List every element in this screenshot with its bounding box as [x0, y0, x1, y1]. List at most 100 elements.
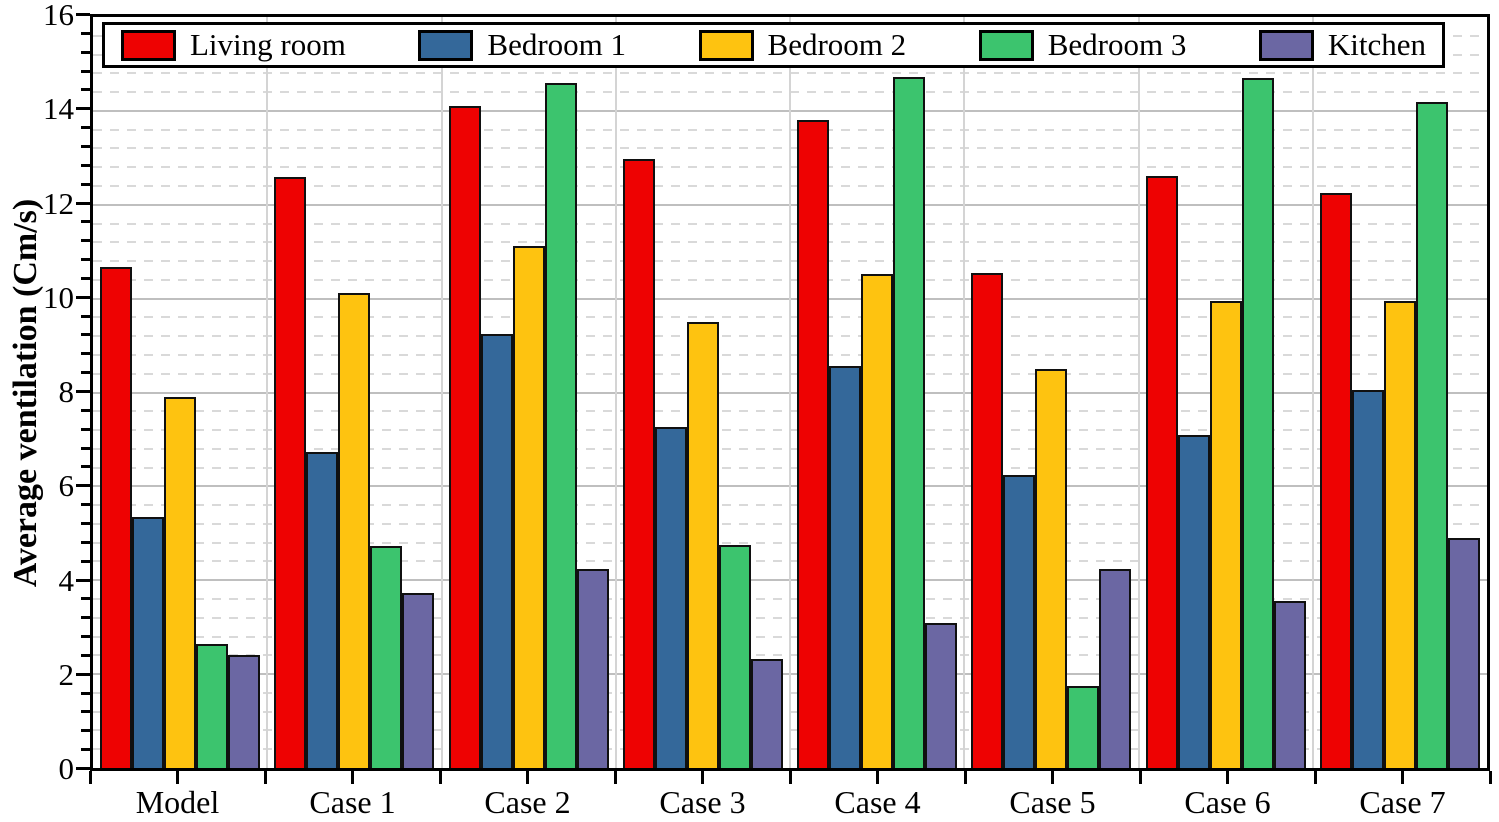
- bar-bedroom-3: [544, 82, 577, 768]
- y-tick-label: 16: [43, 0, 74, 32]
- y-tick-label: 14: [43, 91, 74, 127]
- x-major-tick: [351, 771, 354, 784]
- bar-bedroom-2: [1383, 300, 1416, 768]
- legend-swatch-icon: [978, 29, 1034, 61]
- bar-bedroom-3: [1067, 685, 1100, 768]
- y-minor-tick: [81, 465, 90, 469]
- bar-living-room: [797, 120, 830, 768]
- y-minor-tick: [81, 182, 90, 186]
- x-major-tick: [526, 771, 529, 784]
- x-tick-label: Case 4: [834, 784, 921, 820]
- legend-item: Living room: [121, 27, 346, 63]
- bar-group-case-5: [964, 17, 1138, 768]
- bar-group-case-7: [1313, 17, 1487, 768]
- y-minor-tick: [81, 427, 90, 431]
- group-boundary-gridline: [614, 17, 617, 768]
- y-minor-tick: [81, 597, 90, 601]
- y-minor-tick: [81, 352, 90, 356]
- bar-bedroom-2: [512, 245, 545, 768]
- y-major-tick: [76, 767, 90, 770]
- y-minor-tick: [81, 333, 90, 337]
- legend-swatch-icon: [698, 29, 754, 61]
- bar-group-model: [93, 17, 267, 768]
- x-boundary-tick: [263, 771, 267, 784]
- bar-bedroom-2: [164, 397, 197, 768]
- bar-group-case-2: [442, 17, 616, 768]
- x-major-tick: [701, 771, 704, 784]
- legend-swatch-icon: [418, 29, 474, 61]
- y-minor-tick: [81, 258, 90, 262]
- legend-item: Kitchen: [1258, 27, 1426, 63]
- y-tick-label: 10: [43, 279, 74, 315]
- x-tick-label: Case 3: [659, 784, 746, 820]
- y-minor-tick: [81, 748, 90, 752]
- bar-group-case-4: [790, 17, 964, 768]
- y-tick-label: 6: [58, 468, 75, 504]
- x-tick-label: Case 5: [1009, 784, 1096, 820]
- bar-bedroom-1: [829, 365, 862, 768]
- bar-bedroom-1: [1003, 474, 1036, 768]
- bar-bedroom-3: [370, 546, 403, 768]
- bar-kitchen: [925, 622, 958, 768]
- bar-bedroom-1: [132, 516, 165, 768]
- bar-bedroom-2: [861, 274, 894, 768]
- y-minor-tick: [81, 691, 90, 695]
- y-minor-tick: [81, 371, 90, 375]
- y-minor-tick: [81, 239, 90, 243]
- x-boundary-tick: [963, 771, 967, 784]
- y-minor-tick: [81, 163, 90, 167]
- bar-living-room: [1319, 193, 1352, 768]
- y-minor-tick: [81, 276, 90, 280]
- bar-bedroom-3: [1241, 78, 1274, 768]
- bar-bedroom-2: [1035, 369, 1068, 768]
- y-minor-tick: [81, 408, 90, 412]
- y-minor-tick: [81, 314, 90, 318]
- y-major-tick: [76, 484, 90, 488]
- legend-swatch-icon: [1258, 29, 1314, 61]
- y-minor-tick: [81, 559, 90, 563]
- legend-label: Living room: [190, 27, 346, 62]
- y-tick-label: 8: [58, 374, 75, 409]
- group-boundary-gridline: [963, 17, 966, 768]
- y-minor-tick: [81, 503, 90, 507]
- group-boundary-gridline: [1137, 17, 1140, 768]
- bar-bedroom-3: [1415, 101, 1448, 768]
- x-boundary-tick: [1488, 771, 1492, 784]
- bar-kitchen: [750, 658, 783, 768]
- x-major-tick: [876, 771, 879, 784]
- y-major-tick: [76, 578, 90, 582]
- bar-bedroom-1: [480, 333, 513, 768]
- y-major-tick: [76, 295, 90, 299]
- x-tick-label: Case 7: [1359, 784, 1446, 820]
- bar-living-room: [1145, 175, 1178, 768]
- x-boundary-tick: [1313, 771, 1317, 784]
- y-minor-tick: [81, 50, 90, 54]
- y-minor-tick: [81, 710, 90, 714]
- legend-label: Bedroom 3: [1047, 27, 1187, 62]
- bar-bedroom-2: [1209, 300, 1242, 768]
- y-minor-tick: [81, 653, 90, 657]
- bar-bedroom-2: [338, 293, 371, 768]
- x-boundary-tick: [613, 771, 617, 784]
- y-minor-tick: [81, 144, 90, 148]
- bar-kitchen: [1099, 568, 1132, 768]
- bar-bedroom-1: [1351, 390, 1384, 768]
- bar-living-room: [971, 272, 1004, 768]
- bar-kitchen: [402, 593, 435, 768]
- y-minor-tick: [81, 540, 90, 544]
- legend-label: Bedroom 1: [487, 27, 627, 62]
- y-minor-tick: [81, 635, 90, 639]
- y-minor-tick: [81, 88, 90, 92]
- legend: Living room Bedroom 1 Bedroom 2 Bedroom 3 Ki…: [102, 22, 1445, 68]
- x-boundary-tick: [88, 771, 92, 784]
- bar-kitchen: [228, 655, 261, 768]
- y-tick-label: 0: [58, 751, 75, 786]
- legend-item: Bedroom 2: [698, 27, 906, 63]
- bar-living-room: [274, 176, 307, 768]
- y-major-tick: [76, 672, 90, 676]
- bar-living-room: [622, 159, 655, 768]
- y-minor-tick: [81, 31, 90, 35]
- y-minor-tick: [81, 729, 90, 733]
- bar-group-case-6: [1139, 17, 1313, 768]
- y-tick-label: 4: [58, 562, 75, 598]
